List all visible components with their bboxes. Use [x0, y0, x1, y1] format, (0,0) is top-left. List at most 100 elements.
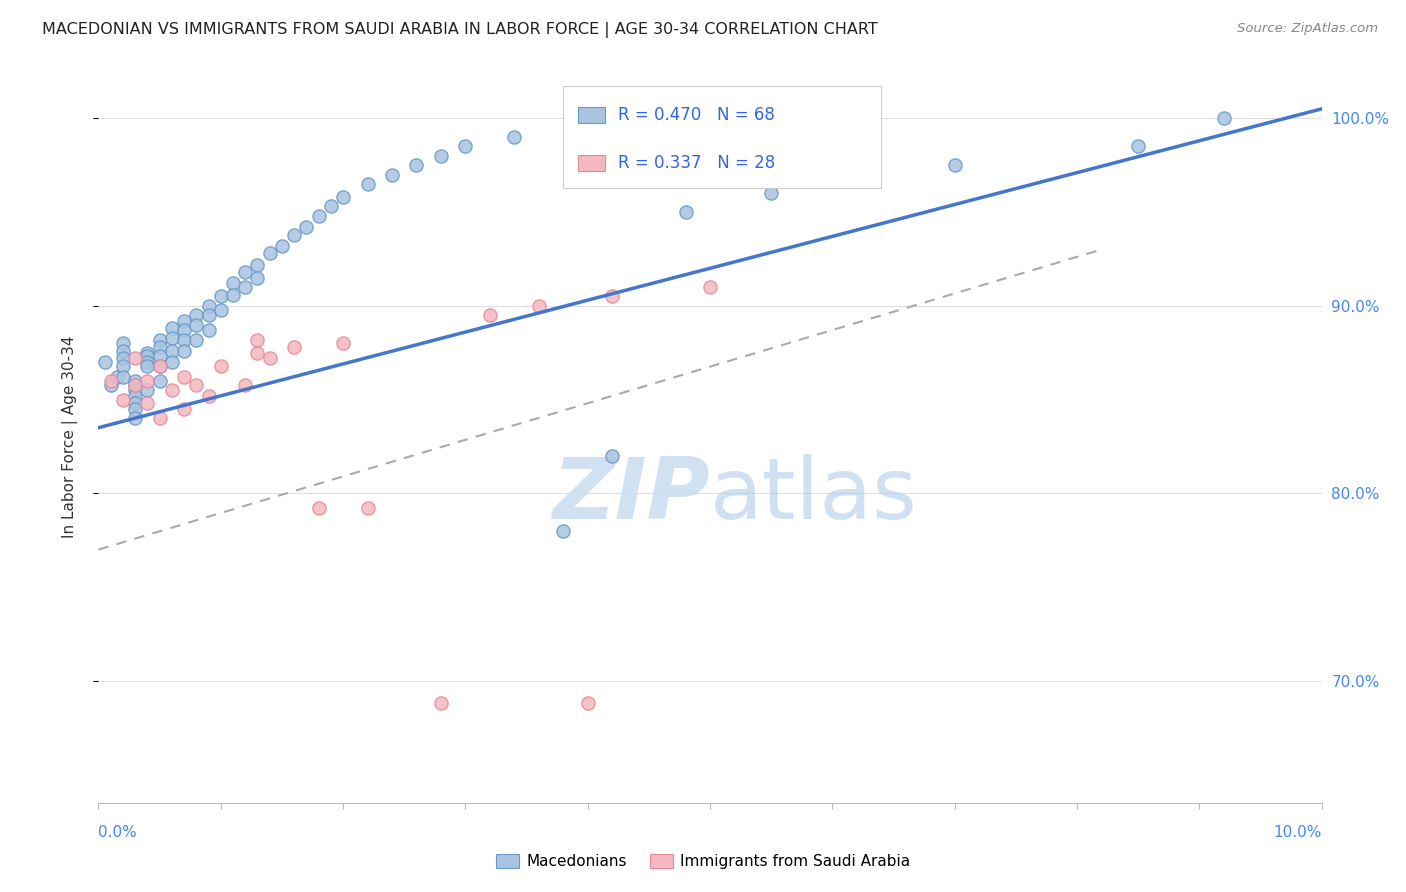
Point — [478, 308, 501, 322]
Point — [124, 377, 146, 392]
Point — [699, 280, 721, 294]
Point — [149, 340, 172, 354]
Point — [233, 280, 256, 294]
Point — [160, 343, 183, 358]
Point — [136, 383, 159, 397]
Point — [600, 289, 623, 303]
Y-axis label: In Labor Force | Age 30-34: In Labor Force | Age 30-34 — [62, 335, 77, 539]
Point — [246, 345, 269, 359]
Point — [100, 374, 122, 388]
Point — [124, 374, 146, 388]
Point — [527, 299, 550, 313]
FancyBboxPatch shape — [578, 107, 605, 123]
Point — [259, 246, 281, 260]
Point — [209, 359, 232, 373]
Point — [381, 168, 404, 182]
Point — [136, 374, 159, 388]
Point — [136, 396, 159, 410]
Point — [173, 370, 195, 384]
Point — [100, 377, 122, 392]
Text: 0.0%: 0.0% — [98, 825, 138, 840]
Point — [454, 139, 477, 153]
Point — [197, 323, 219, 337]
Point — [246, 333, 269, 347]
Point — [430, 149, 453, 163]
Point — [246, 258, 269, 272]
Point — [503, 130, 526, 145]
Point — [430, 697, 453, 711]
Point — [111, 351, 134, 366]
Legend: Macedonians, Immigrants from Saudi Arabia: Macedonians, Immigrants from Saudi Arabi… — [489, 848, 917, 875]
Point — [295, 220, 318, 235]
FancyBboxPatch shape — [578, 154, 605, 171]
Point — [246, 270, 269, 285]
Point — [149, 359, 172, 373]
Point — [332, 336, 354, 351]
Point — [160, 331, 183, 345]
Point — [111, 370, 134, 384]
Point — [197, 389, 219, 403]
Point — [553, 524, 575, 538]
Point — [1128, 139, 1150, 153]
Point — [136, 345, 159, 359]
Point — [105, 370, 128, 384]
Point — [319, 199, 342, 213]
Point — [136, 350, 159, 364]
Point — [173, 343, 195, 358]
Point — [405, 158, 427, 172]
Point — [576, 697, 599, 711]
Point — [259, 351, 281, 366]
Point — [173, 401, 195, 416]
Point — [186, 318, 208, 332]
Point — [124, 377, 146, 392]
Point — [186, 377, 208, 392]
Text: 10.0%: 10.0% — [1274, 825, 1322, 840]
Point — [124, 389, 146, 403]
Point — [356, 501, 378, 516]
Text: MACEDONIAN VS IMMIGRANTS FROM SAUDI ARABIA IN LABOR FORCE | AGE 30-34 CORRELATIO: MACEDONIAN VS IMMIGRANTS FROM SAUDI ARAB… — [42, 22, 877, 38]
Text: R = 0.337   N = 28: R = 0.337 N = 28 — [619, 153, 776, 172]
Point — [149, 350, 172, 364]
Point — [124, 401, 146, 416]
Point — [111, 359, 134, 373]
Point — [197, 308, 219, 322]
Point — [197, 299, 219, 313]
Point — [136, 355, 159, 369]
Point — [675, 205, 697, 219]
Point — [186, 333, 208, 347]
Point — [943, 158, 966, 172]
Point — [124, 396, 146, 410]
Point — [308, 209, 330, 223]
Point — [222, 287, 245, 301]
Point — [160, 321, 183, 335]
Text: R = 0.470   N = 68: R = 0.470 N = 68 — [619, 106, 775, 124]
Point — [270, 239, 292, 253]
Point — [111, 336, 134, 351]
Text: ZIP: ZIP — [553, 454, 710, 537]
Point — [222, 277, 245, 291]
Point — [332, 190, 354, 204]
Point — [136, 359, 159, 373]
Point — [160, 383, 183, 397]
Point — [173, 323, 195, 337]
Point — [759, 186, 782, 201]
Point — [186, 308, 208, 322]
Point — [209, 302, 232, 317]
Point — [149, 411, 172, 425]
Point — [233, 377, 256, 392]
FancyBboxPatch shape — [564, 86, 882, 188]
Point — [356, 177, 378, 191]
Point — [600, 449, 623, 463]
Point — [149, 333, 172, 347]
Point — [149, 359, 172, 373]
Point — [173, 314, 195, 328]
Point — [111, 343, 134, 358]
Point — [233, 265, 256, 279]
Point — [160, 355, 183, 369]
Point — [124, 411, 146, 425]
Point — [1212, 112, 1234, 126]
Point — [111, 392, 134, 407]
Point — [283, 340, 305, 354]
Text: atlas: atlas — [710, 454, 918, 537]
Point — [821, 168, 844, 182]
